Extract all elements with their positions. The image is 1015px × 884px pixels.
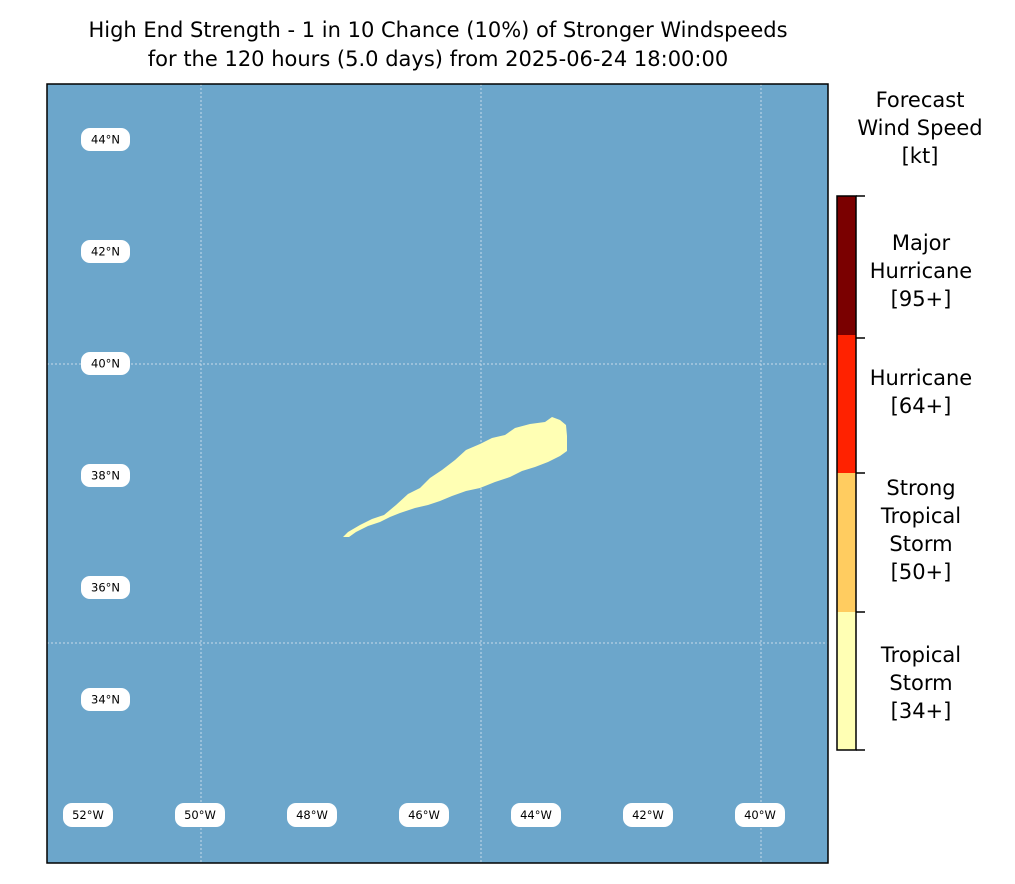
category-label-tropical-storm: Tropical Storm [34+] [836, 641, 1006, 725]
colorbar-ticks [856, 195, 865, 751]
colorbar [836, 195, 865, 751]
svg-text:40°W: 40°W [744, 808, 776, 822]
colorbar-title-line: Wind Speed [857, 116, 983, 140]
svg-text:48°W: 48°W [296, 808, 328, 822]
category-label-line: [64+] [890, 394, 952, 418]
category-label-line: [34+] [890, 699, 952, 723]
colorbar-segment-major-hurricane [837, 196, 856, 335]
svg-text:52°W: 52°W [72, 808, 104, 822]
lon-label-42w: 42°W [623, 803, 673, 827]
category-label-strong-tropical-storm: Strong Tropical Storm [50+] [836, 474, 1006, 586]
lon-label-46w: 46°W [399, 803, 449, 827]
svg-text:46°W: 46°W [408, 808, 440, 822]
colorbar-title-line: Forecast [875, 88, 965, 112]
lat-label-40n: 40°N [81, 352, 130, 375]
category-label-line: Hurricane [869, 366, 973, 390]
category-label-line: Hurricane [869, 259, 973, 283]
colorbar-title: Forecast Wind Speed [kt] [830, 86, 1010, 170]
lat-label-36n: 36°N [81, 576, 130, 599]
svg-text:38°N: 38°N [91, 469, 120, 483]
category-label-line: Strong [886, 476, 956, 500]
lon-label-44w: 44°W [511, 803, 561, 827]
lat-label-42n: 42°N [81, 240, 130, 263]
title-line-1: High End Strength - 1 in 10 Chance (10%)… [88, 18, 788, 42]
lat-label-44n: 44°N [81, 128, 130, 151]
svg-text:44°W: 44°W [520, 808, 552, 822]
category-label-hurricane: Hurricane [64+] [836, 364, 1006, 420]
map-title: High End Strength - 1 in 10 Chance (10%)… [0, 16, 876, 74]
lon-label-52w: 52°W [63, 803, 113, 827]
colorbar-segment-strong-tropical-storm [837, 473, 856, 612]
svg-text:40°N: 40°N [91, 357, 120, 371]
lat-label-38n: 38°N [81, 464, 130, 487]
lon-label-50w: 50°W [175, 803, 225, 827]
lon-label-40w: 40°W [735, 803, 785, 827]
category-label-line: Tropical [880, 643, 962, 667]
longitude-labels: 52°W 50°W 48°W 46°W 44°W 42°W 40°W [63, 803, 785, 827]
title-line-2: for the 120 hours (5.0 days) from 2025-0… [147, 47, 729, 71]
colorbar-segment-tropical-storm [837, 612, 856, 750]
category-label-line: [95+] [890, 287, 952, 311]
category-label-line: Tropical [880, 504, 962, 528]
category-label-major-hurricane: Major Hurricane [95+] [836, 229, 1006, 313]
wind-probability-area [343, 417, 567, 537]
colorbar-segment-hurricane [837, 335, 856, 473]
svg-text:34°N: 34°N [91, 693, 120, 707]
category-label-line: Storm [889, 671, 953, 695]
map-frame [46, 83, 829, 864]
svg-text:42°W: 42°W [632, 808, 664, 822]
category-label-line: [50+] [890, 560, 952, 584]
lat-label-34n: 34°N [81, 688, 130, 711]
svg-text:44°N: 44°N [91, 133, 120, 147]
latitude-labels: 44°N 42°N 40°N 38°N 36°N 34°N [81, 128, 130, 711]
svg-text:50°W: 50°W [184, 808, 216, 822]
lon-label-48w: 48°W [287, 803, 337, 827]
category-label-line: Major [891, 231, 951, 255]
svg-text:42°N: 42°N [91, 245, 120, 259]
svg-text:36°N: 36°N [91, 581, 120, 595]
category-label-line: Storm [889, 532, 953, 556]
colorbar-title-line: [kt] [901, 144, 939, 168]
